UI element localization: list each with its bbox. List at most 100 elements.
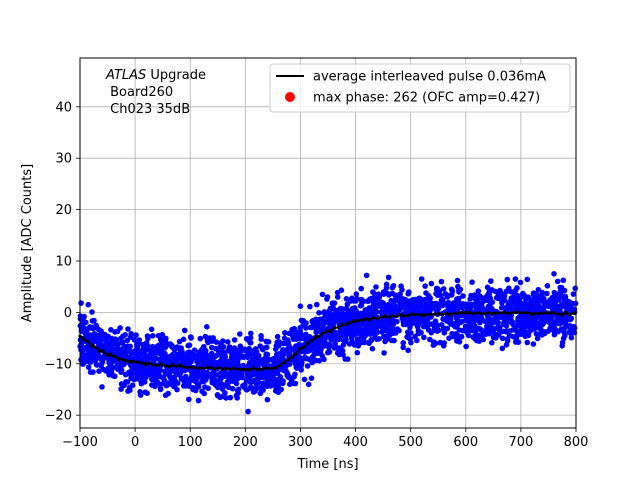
blue-sample-point — [563, 321, 569, 328]
blue-sample-point — [96, 368, 102, 375]
blue-sample-point — [234, 352, 240, 359]
blue-sample-point — [136, 337, 143, 343]
average-pulse-point — [487, 311, 491, 315]
blue-sample-point — [205, 385, 211, 392]
blue-sample-point — [541, 330, 548, 337]
blue-sample-point — [373, 284, 379, 290]
blue-sample-point — [321, 356, 327, 363]
average-pulse-point — [483, 312, 487, 316]
y-tick-label: 40 — [55, 100, 72, 115]
average-pulse-point — [263, 366, 267, 370]
blue-sample-point — [385, 306, 391, 313]
upgrade-label: Upgrade — [146, 68, 206, 83]
blue-outlier-point — [308, 375, 315, 382]
blue-sample-point — [410, 314, 417, 321]
blue-sample-point — [284, 346, 291, 353]
average-pulse-point — [541, 311, 545, 315]
average-pulse-point — [468, 310, 472, 314]
blue-sample-point — [348, 335, 355, 342]
blue-sample-point — [438, 301, 444, 308]
blue-sample-point — [173, 381, 179, 387]
average-pulse-point — [93, 346, 97, 350]
blue-sample-point — [271, 371, 277, 377]
blue-sample-point — [109, 335, 115, 342]
blue-sample-point — [503, 329, 510, 335]
blue-sample-point — [127, 387, 133, 394]
blue-sample-point — [409, 320, 416, 327]
blue-sample-point — [539, 289, 546, 296]
legend-marker-max-phase — [285, 92, 295, 102]
blue-sample-point — [534, 335, 541, 342]
blue-sample-point — [128, 350, 135, 357]
blue-sample-point — [483, 328, 489, 335]
blue-sample-point — [520, 327, 527, 334]
blue-sample-point — [540, 307, 546, 314]
blue-sample-point — [496, 328, 503, 334]
x-tick-label: 700 — [508, 435, 533, 450]
blue-sample-point — [441, 316, 448, 323]
blue-sample-point — [422, 283, 429, 289]
blue-sample-point — [309, 324, 315, 331]
blue-sample-point — [186, 342, 193, 349]
blue-sample-point — [379, 320, 386, 327]
blue-sample-point — [442, 325, 448, 332]
blue-sample-point — [314, 350, 321, 357]
blue-outlier-point — [418, 276, 425, 282]
average-pulse-point — [317, 334, 321, 339]
blue-sample-point — [301, 376, 308, 383]
blue-sample-point — [452, 323, 458, 330]
blue-sample-point — [398, 283, 404, 290]
legend: average interleaved pulse 0.036mA max ph… — [269, 63, 571, 113]
blue-sample-point — [213, 339, 220, 345]
average-pulse-point — [232, 366, 236, 370]
x-tick-label: −100 — [62, 435, 98, 450]
blue-sample-point — [291, 325, 298, 332]
average-pulse-point — [105, 353, 109, 357]
average-pulse-point — [124, 359, 128, 363]
blue-sample-point — [527, 326, 534, 333]
blue-sample-point — [509, 327, 516, 333]
average-pulse-point — [456, 311, 460, 315]
blue-sample-point — [524, 276, 531, 283]
x-tick-label: 200 — [233, 435, 258, 450]
blue-sample-point — [314, 327, 320, 334]
average-pulse-point — [421, 314, 425, 318]
blue-sample-point — [264, 358, 271, 364]
blue-sample-point — [532, 304, 539, 311]
average-pulse-point — [167, 365, 171, 369]
blue-sample-point — [220, 344, 227, 350]
blue-sample-point — [474, 297, 481, 303]
blue-sample-point — [504, 338, 511, 344]
blue-sample-point — [425, 293, 432, 299]
blue-sample-point — [241, 384, 247, 390]
average-pulse-point — [190, 365, 194, 369]
blue-sample-point — [394, 318, 400, 325]
average-pulse-point — [414, 312, 418, 317]
blue-sample-point — [572, 285, 578, 292]
blue-sample-point — [390, 328, 397, 335]
blue-sample-point — [383, 285, 390, 291]
blue-outlier-point — [148, 326, 155, 333]
legend-entry-max-phase: max phase: 262 (OFC amp=0.427) — [313, 91, 540, 106]
blue-sample-point — [85, 364, 92, 371]
average-pulse-point — [209, 365, 213, 369]
average-pulse-point — [568, 313, 572, 317]
blue-sample-point — [357, 336, 364, 342]
blue-sample-point — [344, 325, 350, 332]
blue-sample-point — [552, 326, 559, 333]
blue-sample-point — [260, 387, 266, 393]
blue-sample-point — [335, 307, 341, 314]
average-pulse-point — [174, 364, 178, 368]
blue-sample-point — [405, 347, 411, 354]
average-pulse-point — [348, 320, 352, 324]
blue-sample-point — [145, 335, 151, 342]
blue-sample-point — [440, 286, 447, 292]
blue-sample-point — [133, 332, 139, 338]
average-pulse-point — [128, 360, 132, 364]
blue-sample-point — [353, 291, 360, 297]
blue-sample-point — [262, 381, 268, 388]
blue-sample-point — [140, 369, 147, 375]
average-pulse-point — [117, 357, 121, 362]
blue-sample-point — [217, 373, 223, 379]
blue-sample-point — [205, 339, 211, 346]
